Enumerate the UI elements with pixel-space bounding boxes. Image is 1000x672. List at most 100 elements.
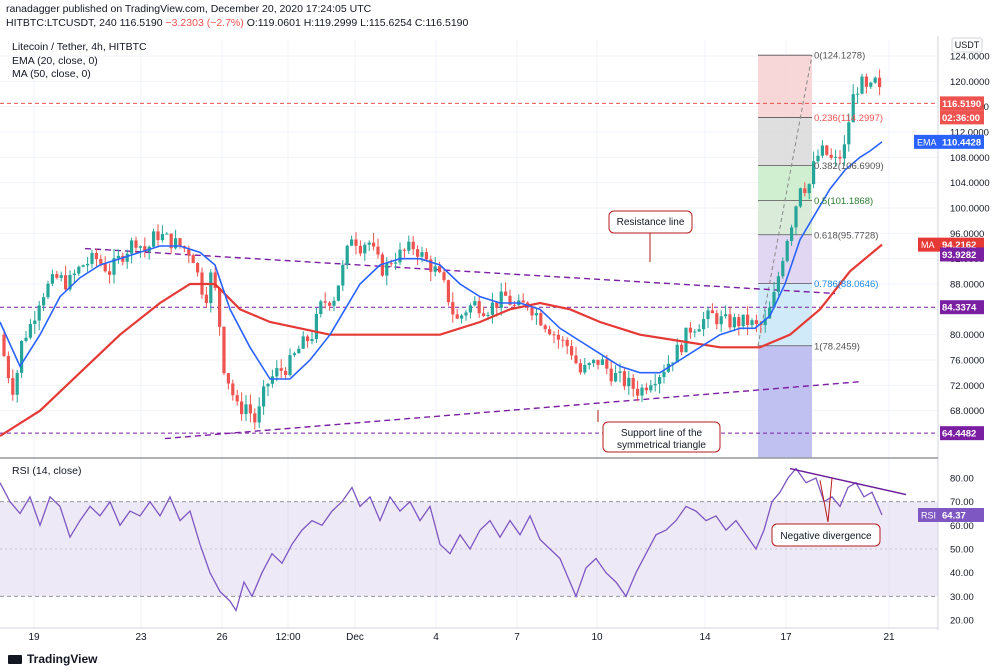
candle-up	[790, 227, 794, 241]
candle-down	[622, 371, 626, 387]
ema-legend[interactable]: EMA (20, close, 0)	[12, 55, 98, 67]
candle-up	[125, 253, 129, 262]
ma-price-tag: 94.2162	[942, 240, 976, 251]
candle-up	[46, 283, 50, 298]
divergence-line	[789, 467, 907, 496]
time-tick-label: 4	[433, 632, 439, 643]
fibonacci-labels: 0(124.1278) 0.236(114.2997) 0.382(106.6909…	[814, 51, 884, 353]
candle-down	[284, 370, 288, 375]
fib-trend-line	[757, 55, 813, 346]
candle-down	[596, 359, 600, 365]
candle-down	[565, 339, 569, 347]
candle-down	[728, 314, 732, 328]
candle-up	[592, 359, 596, 364]
candle-up	[856, 93, 860, 95]
candle-down	[754, 320, 758, 324]
candle-down	[512, 304, 516, 306]
candle-down	[878, 77, 882, 88]
candle-up	[464, 312, 468, 316]
candle-up	[77, 266, 81, 274]
candle-up	[649, 385, 653, 391]
candle-down	[803, 188, 807, 194]
candle-up	[842, 144, 846, 159]
candle-down	[231, 383, 235, 396]
candle-up	[244, 404, 248, 415]
candle-down	[631, 377, 635, 389]
time-tick-label: Dec	[346, 632, 364, 643]
candle-down	[680, 344, 684, 353]
candle-up	[600, 359, 604, 365]
candle-down	[226, 373, 230, 384]
candle-up	[297, 348, 301, 354]
fib-zone	[758, 165, 812, 201]
candle-down	[504, 291, 508, 296]
candle-up	[257, 406, 261, 423]
candle-up	[363, 244, 367, 254]
candle-up	[37, 305, 41, 321]
candle-down	[328, 302, 332, 306]
candle-up	[807, 184, 811, 194]
tradingview-logo[interactable]: TradingView	[8, 652, 97, 666]
candle-up	[341, 264, 345, 286]
resistance-callout-text: Resistance line	[617, 217, 685, 228]
candle-up	[394, 262, 398, 264]
moving-averages	[0, 141, 883, 437]
candle-down	[609, 368, 613, 382]
level-tag-bg	[940, 426, 984, 441]
candle-down	[561, 339, 565, 341]
rsi-tick-label: 60.00	[950, 521, 974, 532]
candle-up	[68, 274, 72, 290]
candle-down	[279, 368, 283, 371]
fib-zone	[758, 55, 812, 118]
time-tick-label: 26	[216, 632, 228, 643]
candle-up	[772, 291, 776, 308]
rsi-tick-label: 50.00	[950, 545, 974, 556]
price-tick-label: 76.0000	[950, 356, 984, 367]
candle-up	[301, 336, 305, 349]
candle-up	[750, 320, 754, 326]
candle-down	[574, 355, 578, 364]
candle-down	[187, 248, 191, 256]
fib-label: 0.382(106.6909)	[814, 161, 884, 172]
candle-down	[416, 249, 420, 257]
fibonacci-retracement	[757, 54, 813, 458]
level-tag: 93.9282	[942, 250, 976, 261]
candle-down	[759, 323, 763, 326]
candle-up	[776, 276, 780, 292]
candle-down	[737, 317, 741, 327]
candle-down	[829, 154, 833, 158]
candle-up	[28, 324, 32, 338]
countdown-tag: 02:36:00	[942, 113, 980, 124]
candle-down	[710, 310, 714, 314]
rsi-legend[interactable]: RSI (14, close)	[12, 465, 82, 477]
candle-down	[552, 334, 556, 336]
fib-zone	[758, 283, 812, 346]
tradingview-logo-text: TradingView	[27, 652, 98, 666]
candle-down	[446, 280, 450, 303]
candle-up	[697, 329, 701, 332]
candle-down	[218, 288, 222, 327]
candle-down	[323, 301, 327, 303]
candle-up	[262, 386, 266, 407]
candle-up	[534, 313, 538, 316]
symbol-label: HITBTC:LTCUSDT, 240	[6, 17, 117, 29]
candle-up	[314, 314, 318, 340]
candle-up	[684, 327, 688, 353]
candle-down	[825, 145, 829, 155]
axes: 64.000068.000072.000076.000080.000084.00…	[0, 36, 990, 643]
candle-up	[693, 331, 697, 333]
candle-down	[248, 404, 252, 414]
fib-zone	[758, 200, 812, 235]
level-tag-bg	[940, 247, 984, 262]
candle-up	[292, 353, 296, 356]
candle-up	[33, 320, 37, 325]
candle-up	[15, 372, 19, 395]
candle-up	[583, 365, 587, 373]
fib-label: 0.5(101.1868)	[814, 196, 873, 207]
ohlc-line: HITBTC:LTCUSDT, 240 116.5190 −3.2303 (−2…	[6, 17, 468, 29]
ema-name-bg	[914, 134, 940, 149]
ma-legend[interactable]: MA (50, close, 0)	[12, 68, 91, 80]
candle-up	[367, 242, 371, 245]
candle-down	[191, 255, 195, 264]
candle-up	[319, 301, 323, 315]
